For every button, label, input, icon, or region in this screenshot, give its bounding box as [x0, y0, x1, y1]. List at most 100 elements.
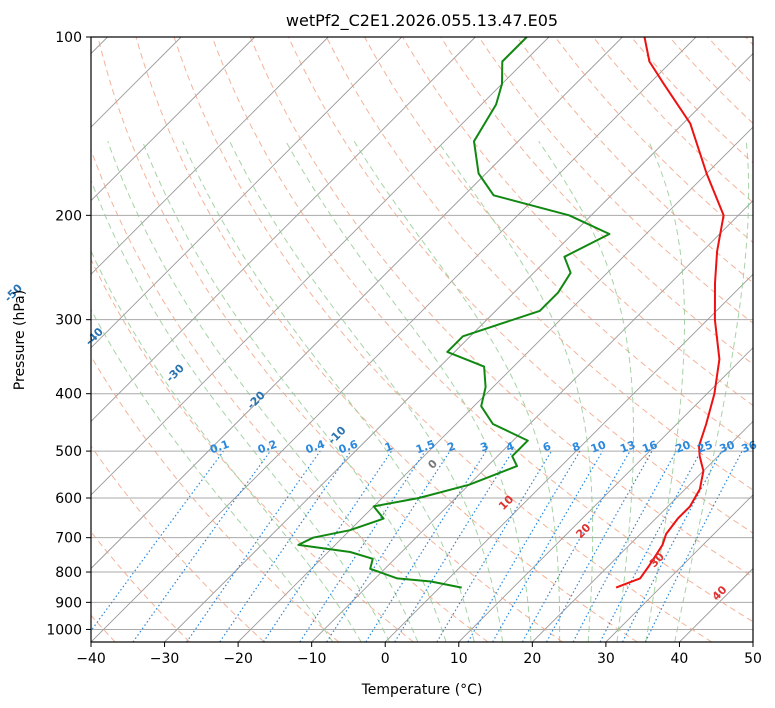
mixing-ratio-line: [599, 450, 702, 642]
isotherm-line: [91, 37, 623, 570]
mixing-ratio-label: 8: [570, 440, 582, 455]
mixing-ratio-label: 1.5: [414, 438, 437, 457]
moist-adiabat-line: [142, 141, 447, 642]
mixing-ratio-line: [219, 450, 352, 642]
mixing-ratio-label: 16: [640, 438, 659, 456]
mixing-ratio-line: [299, 450, 426, 642]
isotherm-line: [91, 37, 697, 642]
mixing-ratio-line: [326, 450, 451, 642]
y-tick-label: 1000: [46, 622, 82, 638]
mixing-ratio-line: [572, 450, 677, 642]
dry-adiabat-line: [173, 37, 713, 642]
x-axis-label: Temperature (°C): [361, 682, 483, 698]
x-tick-label: 10: [450, 651, 468, 667]
mixing-ratio-label: 10: [589, 438, 608, 456]
isotherm-line: [91, 37, 403, 349]
moist-adiabat-line: [107, 141, 419, 642]
y-tick-label: 200: [55, 208, 82, 224]
mixing-ratio-label: 1: [383, 440, 395, 455]
y-tick-label: 300: [55, 313, 82, 329]
mixing-ratio-label: 25: [696, 438, 715, 455]
mixing-ratio-line: [521, 450, 631, 642]
moist-adiabat-line: [91, 179, 390, 642]
dry-adiabat-line: [97, 37, 563, 642]
mixing-ratio-line: [186, 450, 321, 642]
dry-adiabat-line: [630, 37, 753, 164]
mixing-ratio-label: 0.1: [208, 438, 231, 457]
mixing-ratio-label: 0.4: [304, 437, 327, 456]
dry-adiabat-line: [478, 37, 753, 324]
isotherm-line: [164, 52, 753, 642]
moist-adiabat-line: [229, 141, 504, 642]
x-tick-label: −10: [297, 651, 327, 667]
y-tick-label: 400: [55, 387, 82, 403]
moist-adiabat-line: [353, 141, 561, 642]
moist-adiabat-line: [285, 141, 532, 642]
dewpoint-trace: [297, 37, 611, 589]
dry-adiabat-line: [592, 37, 753, 204]
isotherm-line: [311, 200, 753, 642]
x-tick-label: −40: [76, 651, 106, 667]
mixing-ratio-label: 2: [445, 440, 457, 455]
dry-adiabat-line: [91, 148, 489, 642]
isotherm-line: [532, 420, 753, 642]
dry-adiabat-label: -30: [164, 361, 187, 384]
x-tick-label: 0: [381, 651, 390, 667]
dry-adiabat-line: [326, 37, 753, 491]
mixing-ratio-label: 20: [674, 438, 693, 456]
mixing-ratio-label: 0.2: [256, 438, 279, 457]
dry-adiabat-line: [516, 37, 753, 284]
y-axis: 100 200 300 400 500 600 700 800 900 1000: [46, 30, 91, 638]
dry-adiabat-line: [211, 37, 753, 623]
isotherm-line: [752, 641, 753, 642]
mixing-ratio-label: 6: [541, 439, 553, 454]
isotherm-line: [91, 37, 329, 275]
mixing-ratio-line: [91, 450, 224, 632]
mixing-ratio-line: [546, 450, 653, 642]
x-tick-label: −20: [223, 651, 253, 667]
y-tick-label: 500: [55, 444, 82, 460]
dry-adiabat-label: -40: [83, 325, 106, 348]
plot-frame: [90, 36, 754, 643]
x-tick-label: 30: [597, 651, 615, 667]
mixing-ratio-label: 13: [618, 438, 637, 455]
moist-adiabat-line: [538, 141, 634, 642]
dry-adiabat-line: [287, 37, 753, 534]
dry-adiabat-line: [402, 37, 753, 407]
isotherm-line: [91, 37, 255, 202]
mixing-ratio-label: 0.6: [337, 437, 360, 456]
y-axis-label: Pressure (hPa): [12, 290, 28, 390]
dry-adiabat-line: [554, 37, 753, 244]
mixing-ratio-label: 30: [718, 438, 737, 456]
dry-adiabat-line: [135, 37, 638, 642]
mixing-ratio-line: [365, 450, 487, 642]
y-tick-label: 700: [55, 531, 82, 547]
temperature-trace: [615, 37, 725, 589]
dry-adiabat-line: [669, 37, 753, 125]
mixing-ratio-line: [132, 450, 271, 642]
dry-adiabat-line: [91, 445, 265, 642]
chart-title: wetPf2_C2E1.2026.055.13.47.E05: [286, 11, 558, 31]
y-tick-label: 800: [55, 565, 82, 581]
dry-adiabat-line: [745, 37, 753, 46]
x-tick-label: 20: [523, 651, 541, 667]
x-tick-label: −30: [150, 651, 180, 667]
profile-traces: [297, 37, 725, 589]
y-tick-label: 600: [55, 491, 82, 507]
dry-adiabat-line: [249, 37, 753, 578]
isotherm-line: [91, 37, 476, 422]
moist-adiabat-line: [437, 141, 594, 642]
mixing-ratio-line: [644, 450, 743, 642]
moist-adiabat-line: [91, 308, 334, 642]
moist-adiabat-line: [645, 141, 685, 642]
y-tick-label: 900: [55, 595, 82, 611]
isotherm-line: [91, 37, 550, 496]
mixing-ratio-label: 4: [504, 439, 516, 454]
isotherm-line: [237, 126, 753, 642]
contour-labels: -100-90-80-70-60-50-40-30-20-10010203040…: [2, 281, 759, 603]
mixing-ratio-label: 36: [740, 438, 759, 456]
moist-adiabat-label: 10: [496, 493, 516, 513]
dry-adiabat-line: [91, 258, 414, 642]
moist-adiabat-label: 30: [647, 550, 667, 570]
